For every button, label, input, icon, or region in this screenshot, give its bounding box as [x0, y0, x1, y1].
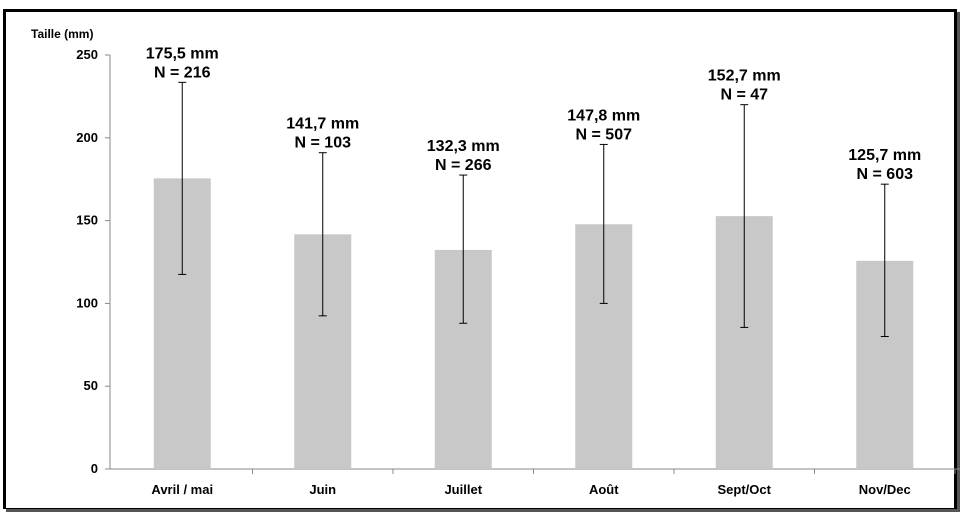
n-label: N = 603 [857, 166, 914, 183]
y-axis-label: Taille (mm) [31, 27, 93, 41]
n-label: N = 103 [295, 135, 352, 152]
x-tick-label: Nov/Dec [859, 482, 911, 497]
axes: 0 50 100 150 200 250 Avril / mai Juin Juillet Aoû… [76, 47, 960, 497]
x-tick-label: Juin [309, 482, 336, 497]
bars [153, 178, 914, 469]
x-tick-label: Juillet [444, 482, 482, 497]
y-tick-label: 100 [76, 295, 98, 310]
data-label: 175,5 mm [146, 45, 219, 62]
data-label: 141,7 mm [286, 116, 359, 133]
y-tick-label: 0 [91, 461, 98, 476]
x-tick-label: Avril / mai [151, 482, 213, 497]
y-tick-label: 150 [76, 213, 98, 228]
data-label: 132,3 mm [427, 138, 500, 155]
y-tick-label: 250 [76, 47, 98, 62]
error-bars [178, 81, 889, 338]
y-tick-label: 50 [84, 378, 98, 393]
n-label: N = 507 [576, 126, 633, 143]
n-label: N = 266 [435, 157, 492, 174]
data-labels: N = 216 175,5 mm N = 103 141,7 mm N = 266 132… [146, 45, 921, 183]
x-tick-label: Sept/Oct [718, 482, 772, 497]
data-label: 152,7 mm [708, 68, 781, 85]
n-label: N = 216 [154, 64, 211, 81]
data-label: 125,7 mm [848, 147, 921, 164]
data-label: 147,8 mm [567, 107, 640, 124]
y-tick-label: 200 [76, 130, 98, 145]
x-tick-label: Août [589, 482, 619, 497]
n-label: N = 47 [720, 87, 768, 104]
